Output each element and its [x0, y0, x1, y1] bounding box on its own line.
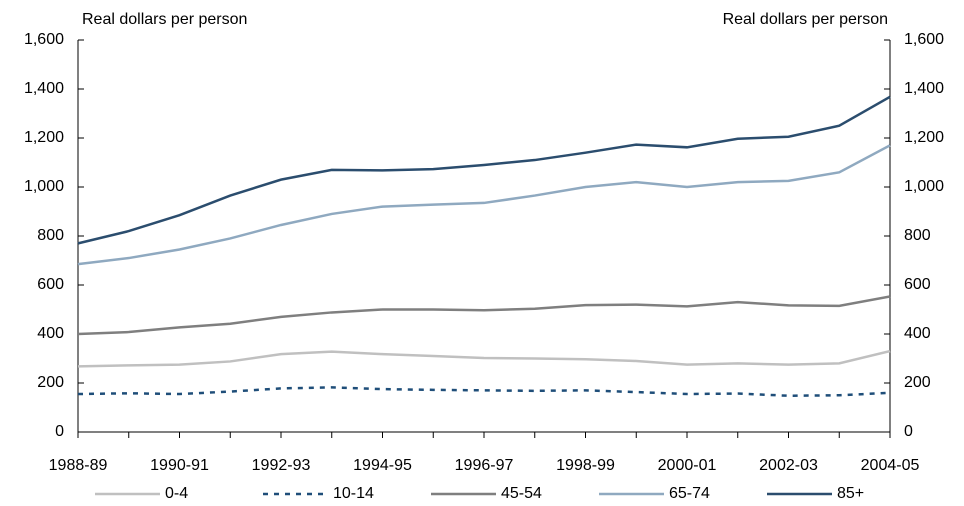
y2-tick-label: 1,200 — [904, 129, 944, 146]
legend-label: 85+ — [837, 485, 864, 502]
y-tick-label: 0 — [55, 423, 64, 440]
x-tick-label: 1992-93 — [252, 457, 311, 474]
series-line — [77, 295, 891, 336]
y2-tick-label: 0 — [904, 423, 913, 440]
legend-label: 10-14 — [333, 485, 374, 502]
y-tick-label: 1,400 — [24, 80, 64, 97]
y2-tick-label: 1,000 — [904, 178, 944, 195]
series-line — [77, 144, 891, 266]
y2-tick-label: 800 — [904, 227, 931, 244]
x-tick-label: 1998-99 — [556, 457, 615, 474]
y-tick-label: 1,200 — [24, 129, 64, 146]
x-tick-label: 1988-89 — [49, 457, 108, 474]
y2-axis-label: Real dollars per person — [723, 11, 888, 28]
y-tick-label: 200 — [37, 374, 64, 391]
y2-tick-label: 400 — [904, 325, 931, 342]
y2-tick-label: 1,600 — [904, 31, 944, 48]
y-axis-label: Real dollars per person — [82, 11, 247, 28]
x-tick-label: 2002-03 — [759, 457, 818, 474]
x-tick-label: 1996-97 — [455, 457, 514, 474]
legend-label: 65-74 — [669, 485, 710, 502]
legend-label: 45-54 — [501, 485, 542, 502]
series-line — [77, 95, 891, 245]
y-tick-label: 600 — [37, 276, 64, 293]
x-tick-label: 1990-91 — [150, 457, 209, 474]
y2-tick-label: 1,400 — [904, 80, 944, 97]
y-tick-label: 400 — [37, 325, 64, 342]
x-tick-label: 2000-01 — [658, 457, 717, 474]
series-line — [77, 386, 891, 397]
y-tick-label: 800 — [37, 227, 64, 244]
series-line — [77, 349, 891, 368]
y2-tick-label: 200 — [904, 374, 931, 391]
x-tick-label: 2004-05 — [861, 457, 920, 474]
y-tick-label: 1,000 — [24, 178, 64, 195]
legend-label: 0-4 — [165, 485, 188, 502]
x-tick-label: 1994-95 — [353, 457, 412, 474]
y-tick-label: 1,600 — [24, 31, 64, 48]
y2-tick-label: 600 — [904, 276, 931, 293]
